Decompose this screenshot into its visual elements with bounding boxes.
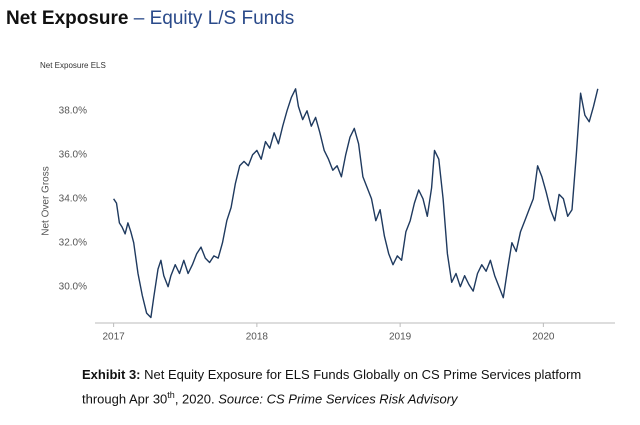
y-axis-label: Net Over Gross — [41, 166, 52, 235]
chart-title: Net Exposure ELS — [40, 61, 106, 70]
caption: Exhibit 3: Net Equity Exposure for ELS F… — [82, 365, 602, 409]
title-suffix: – Equity L/S Funds — [133, 8, 295, 29]
y-tick-label: 30.0% — [59, 281, 87, 292]
x-tick-label: 2019 — [389, 332, 412, 343]
y-tick-label: 38.0% — [59, 105, 87, 116]
caption-sup: th — [167, 390, 175, 400]
y-tick-label: 32.0% — [59, 237, 87, 248]
caption-source: Source: CS Prime Services Risk Advisory — [218, 391, 458, 407]
title-main: Net Exposure — [6, 8, 129, 29]
x-tick-label: 2020 — [532, 332, 555, 343]
caption-text2: , 2020. — [174, 391, 215, 407]
y-tick-label: 36.0% — [59, 149, 87, 160]
caption-label: Exhibit 3: — [82, 367, 141, 382]
page-title: Net Exposure – Equity L/S Funds — [6, 8, 294, 30]
caption-text: Net Equity Exposure for ELS Funds Global… — [82, 367, 582, 407]
x-tick-label: 2018 — [246, 332, 269, 343]
y-tick-label: 34.0% — [59, 193, 87, 204]
x-tick-label: 2017 — [102, 332, 125, 343]
line — [113, 88, 599, 319]
